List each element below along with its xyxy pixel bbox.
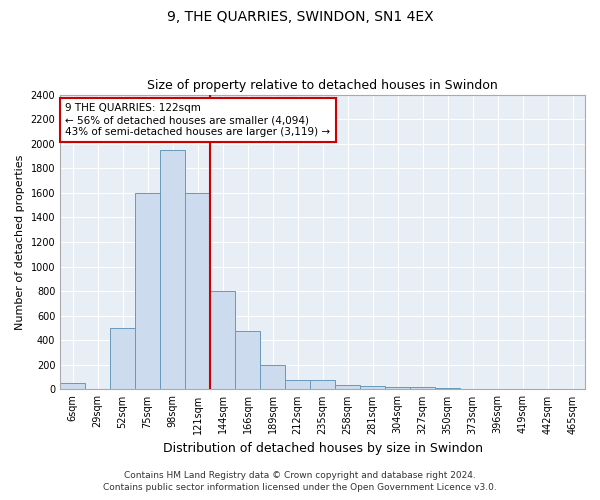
Bar <box>310 380 335 390</box>
Bar <box>235 331 260 390</box>
Bar <box>410 387 435 390</box>
Bar <box>460 389 485 390</box>
Bar <box>485 389 510 390</box>
Bar <box>385 387 410 390</box>
Bar <box>135 193 160 390</box>
Bar <box>60 384 85 390</box>
X-axis label: Distribution of detached houses by size in Swindon: Distribution of detached houses by size … <box>163 442 482 455</box>
Text: 9 THE QUARRIES: 122sqm
← 56% of detached houses are smaller (4,094)
43% of semi-: 9 THE QUARRIES: 122sqm ← 56% of detached… <box>65 104 331 136</box>
Bar <box>160 150 185 390</box>
Bar <box>435 388 460 390</box>
Text: 9, THE QUARRIES, SWINDON, SN1 4EX: 9, THE QUARRIES, SWINDON, SN1 4EX <box>167 10 433 24</box>
Bar <box>335 385 360 390</box>
Text: Contains HM Land Registry data © Crown copyright and database right 2024.
Contai: Contains HM Land Registry data © Crown c… <box>103 471 497 492</box>
Bar <box>110 328 135 390</box>
Bar <box>285 380 310 390</box>
Title: Size of property relative to detached houses in Swindon: Size of property relative to detached ho… <box>147 79 498 92</box>
Bar <box>185 193 210 390</box>
Y-axis label: Number of detached properties: Number of detached properties <box>15 154 25 330</box>
Bar <box>210 291 235 390</box>
Bar <box>260 365 285 390</box>
Bar <box>360 386 385 390</box>
